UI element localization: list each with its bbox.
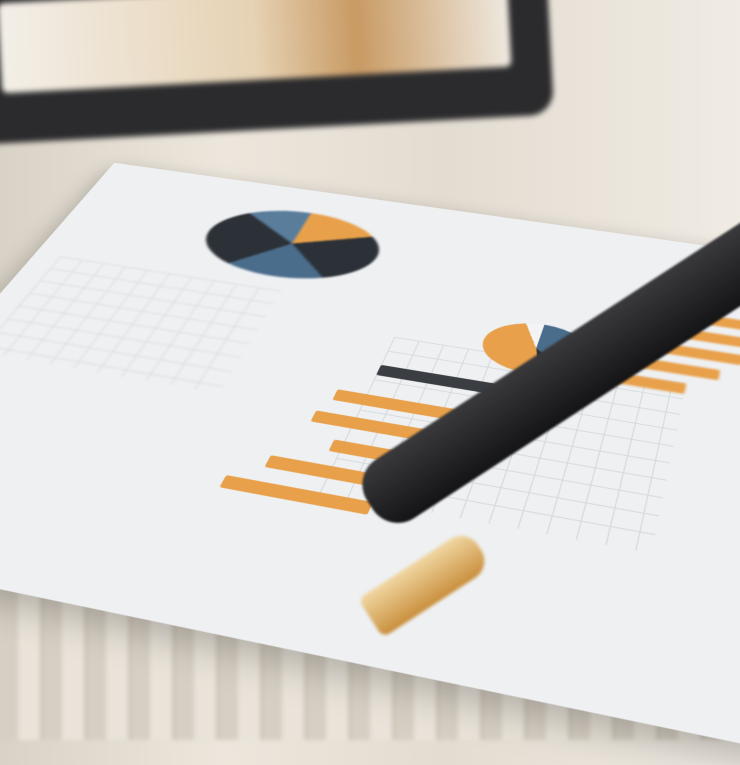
grid-left — [0, 256, 282, 394]
pie-chart-top — [186, 201, 394, 290]
tablet — [0, 0, 555, 146]
tablet-screen — [0, 0, 512, 94]
